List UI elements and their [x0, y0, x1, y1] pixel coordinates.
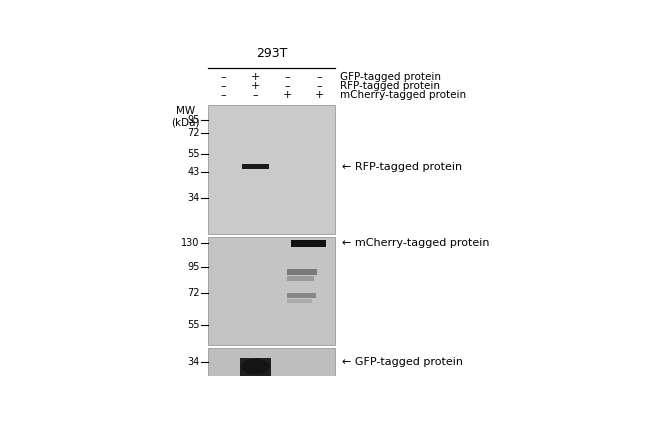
- Text: –: –: [317, 81, 322, 91]
- Text: +: +: [251, 81, 260, 91]
- Text: 43: 43: [188, 167, 200, 177]
- Text: RFP-tagged protein: RFP-tagged protein: [340, 81, 440, 91]
- Bar: [242, 164, 269, 169]
- Text: ← GFP-tagged protein: ← GFP-tagged protein: [342, 357, 463, 367]
- Text: 34: 34: [188, 193, 200, 203]
- Text: 293T: 293T: [256, 47, 287, 60]
- Text: 95: 95: [187, 262, 200, 272]
- Text: 55: 55: [187, 149, 200, 159]
- Text: –: –: [221, 90, 226, 100]
- Text: ← RFP-tagged protein: ← RFP-tagged protein: [342, 162, 462, 172]
- Text: 55: 55: [187, 320, 200, 330]
- Bar: [207, 348, 335, 376]
- Text: 130: 130: [181, 238, 200, 249]
- Text: –: –: [317, 72, 322, 82]
- Bar: [287, 269, 317, 276]
- Text: MW
(kDa): MW (kDa): [172, 106, 200, 128]
- Bar: [207, 237, 335, 345]
- Text: –: –: [285, 72, 291, 82]
- Text: –: –: [221, 81, 226, 91]
- Bar: [207, 105, 335, 234]
- Text: GFP-tagged protein: GFP-tagged protein: [340, 72, 441, 82]
- Text: ← mCherry-tagged protein: ← mCherry-tagged protein: [342, 238, 489, 248]
- Text: 95: 95: [187, 115, 200, 125]
- Text: 72: 72: [187, 128, 200, 138]
- Bar: [240, 357, 270, 376]
- Bar: [291, 240, 326, 247]
- Text: –: –: [285, 81, 291, 91]
- Text: +: +: [283, 90, 292, 100]
- Text: 72: 72: [187, 288, 200, 298]
- Text: +: +: [251, 72, 260, 82]
- Bar: [287, 299, 312, 303]
- Ellipse shape: [241, 359, 270, 374]
- Text: 34: 34: [188, 357, 200, 367]
- Bar: [287, 276, 314, 281]
- Text: –: –: [253, 90, 258, 100]
- Bar: [287, 293, 316, 298]
- Text: mCherry-tagged protein: mCherry-tagged protein: [340, 90, 466, 100]
- Text: +: +: [315, 90, 324, 100]
- Text: –: –: [221, 72, 226, 82]
